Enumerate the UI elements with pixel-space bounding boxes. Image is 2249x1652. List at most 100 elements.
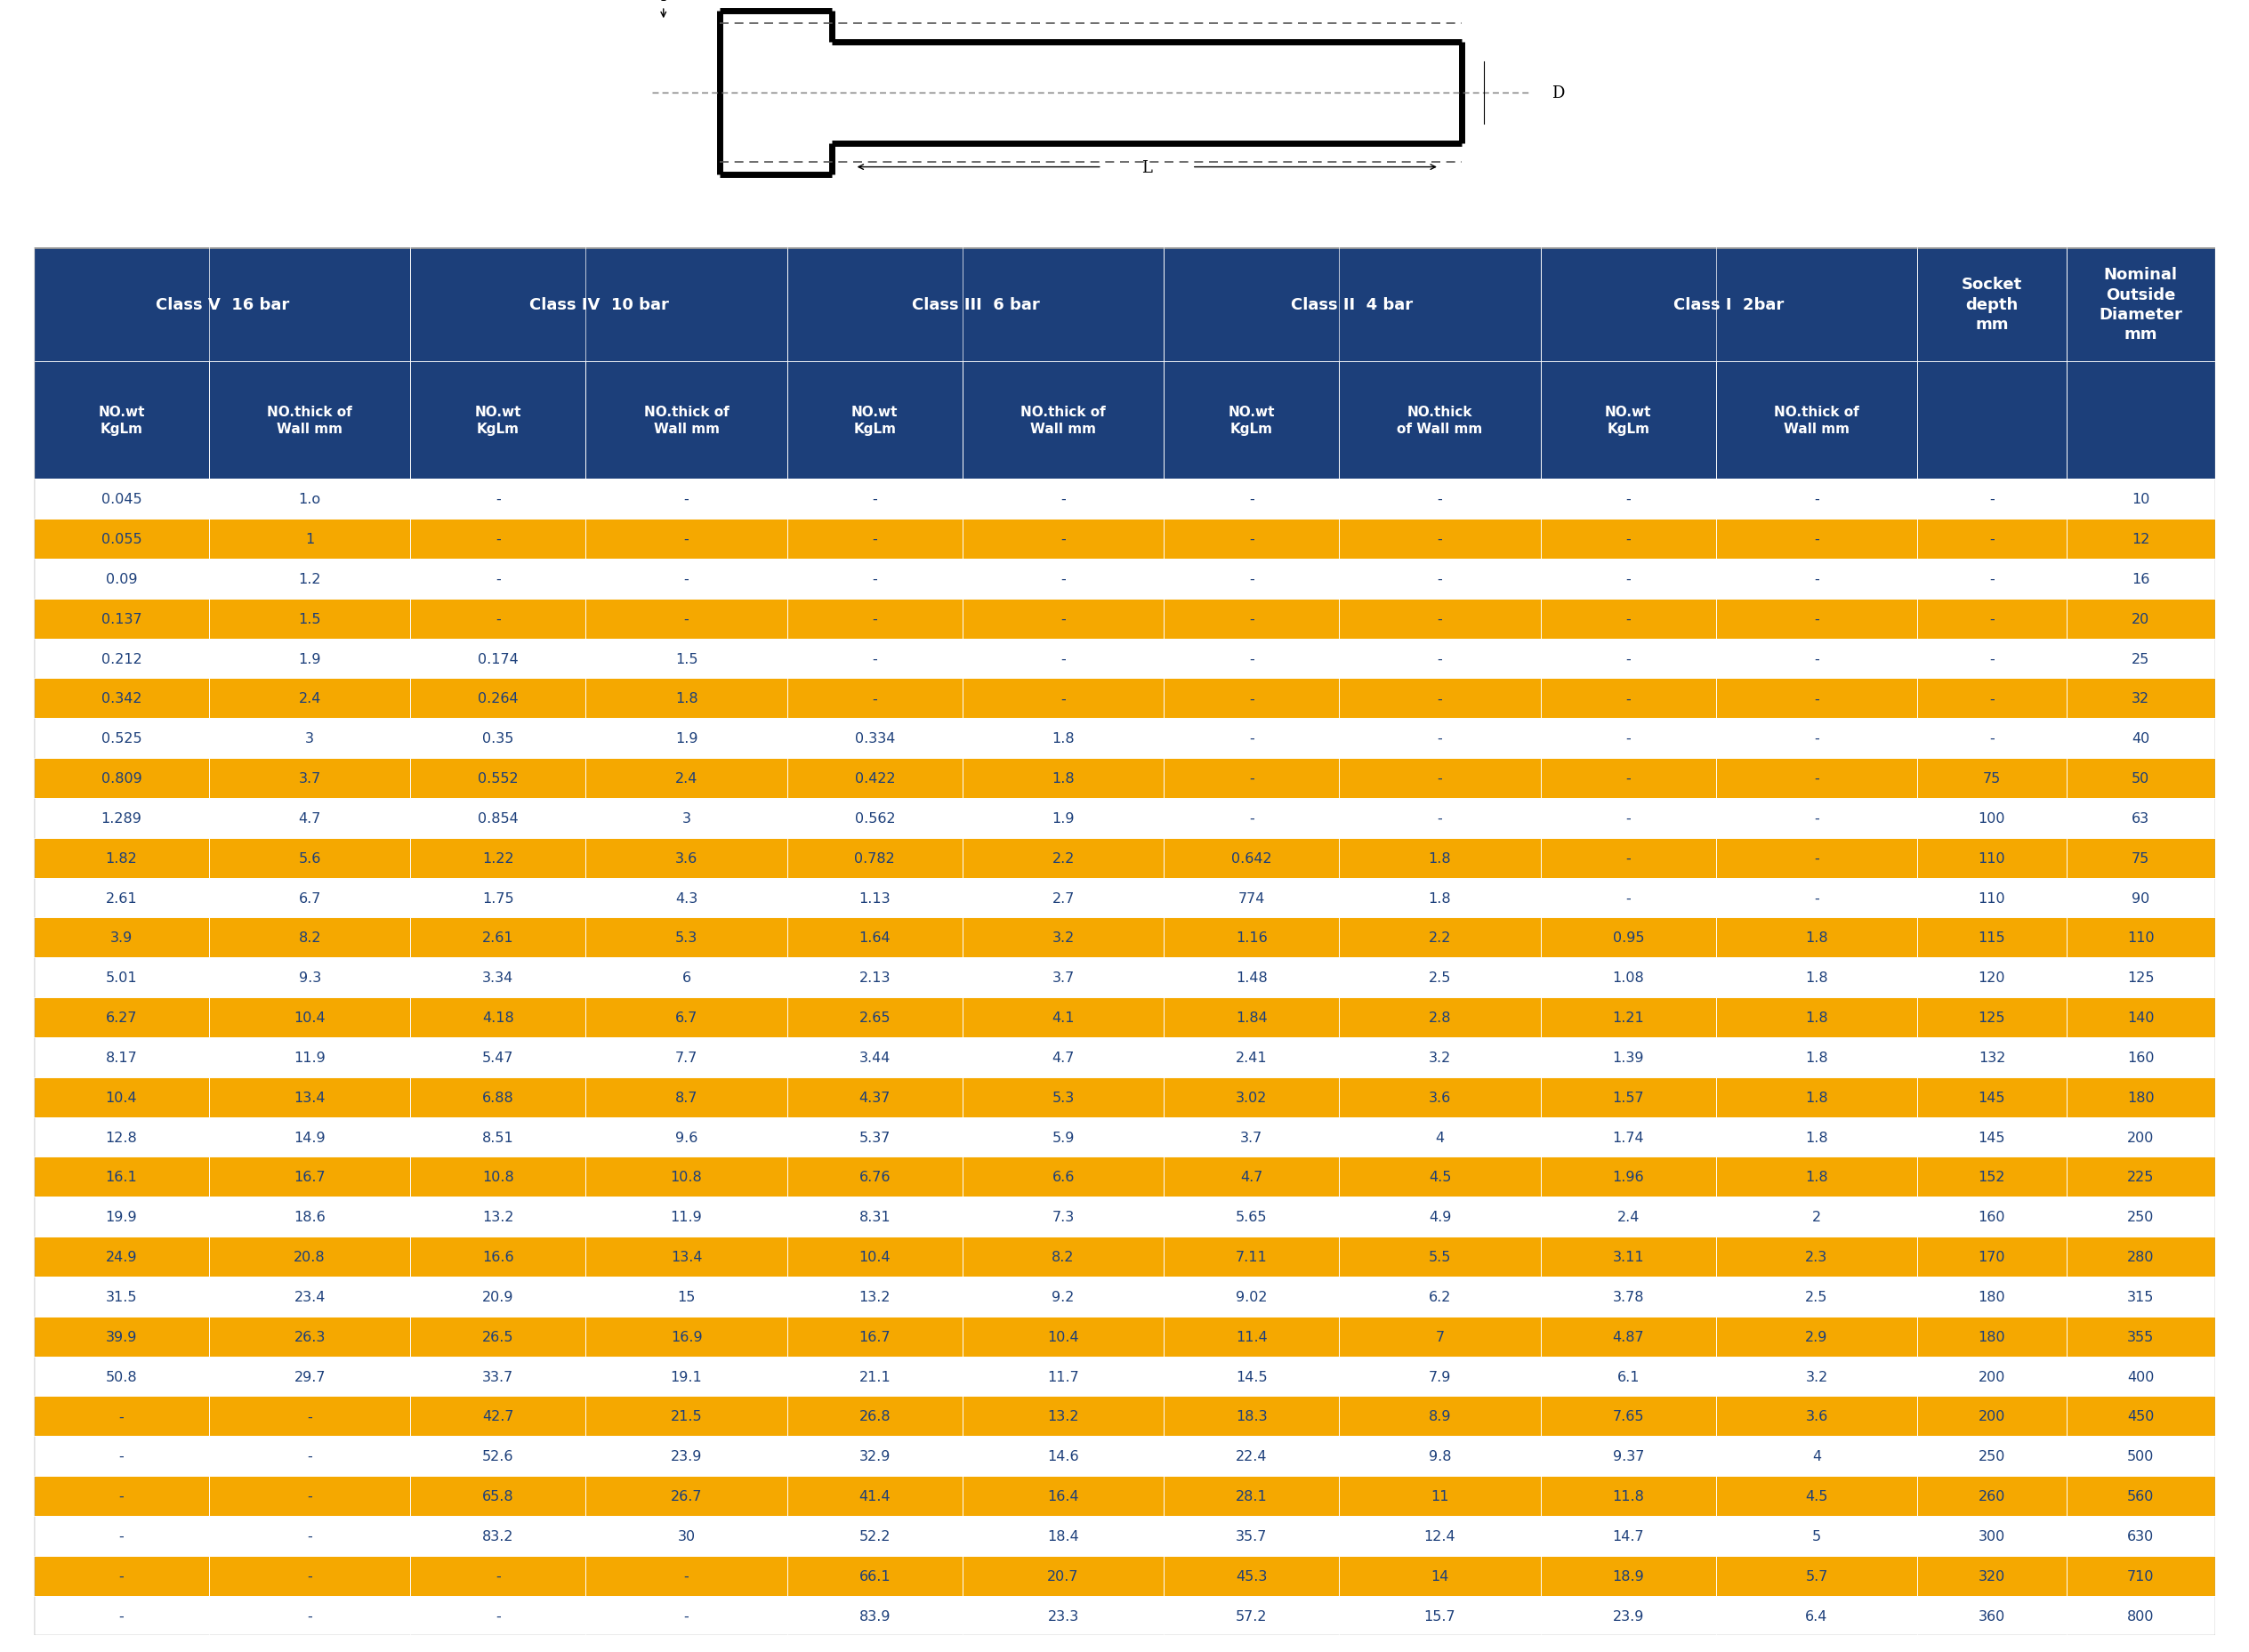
Bar: [1165, 838, 1338, 879]
Text: 2: 2: [1813, 1211, 1822, 1224]
Text: -: -: [495, 613, 502, 626]
Text: -: -: [308, 1490, 313, 1503]
Bar: [787, 1317, 963, 1356]
Bar: [412, 362, 585, 479]
Bar: [2067, 1475, 2215, 1517]
Bar: [34, 838, 209, 879]
Text: 6.1: 6.1: [1617, 1370, 1640, 1383]
Text: 180: 180: [1979, 1290, 2006, 1303]
Text: Class V  16 bar: Class V 16 bar: [155, 297, 288, 312]
Bar: [1541, 560, 1716, 600]
Bar: [787, 1277, 963, 1317]
Bar: [585, 838, 787, 879]
Text: -: -: [1248, 653, 1255, 666]
Bar: [585, 1396, 787, 1436]
Bar: [1716, 1556, 1918, 1596]
Bar: [963, 1475, 1165, 1517]
Bar: [34, 1317, 209, 1356]
Text: 16: 16: [2132, 573, 2150, 586]
Text: -: -: [1062, 613, 1066, 626]
Bar: [585, 1436, 787, 1475]
Text: NO.thick of
Wall mm: NO.thick of Wall mm: [1021, 406, 1107, 436]
Bar: [2067, 1277, 2215, 1317]
Text: 3: 3: [306, 732, 315, 745]
Text: 29.7: 29.7: [295, 1370, 326, 1383]
Text: 5.7: 5.7: [1806, 1569, 1828, 1583]
Text: 1.64: 1.64: [859, 932, 891, 945]
Text: 132: 132: [1979, 1051, 2006, 1064]
Bar: [585, 519, 787, 560]
Bar: [34, 1037, 209, 1077]
Text: 225: 225: [2128, 1170, 2155, 1184]
Bar: [1541, 758, 1716, 798]
Bar: [34, 560, 209, 600]
Bar: [585, 639, 787, 679]
Bar: [963, 1198, 1165, 1237]
Text: 13.4: 13.4: [670, 1251, 702, 1264]
Text: 152: 152: [1979, 1170, 2006, 1184]
Text: 5.3: 5.3: [675, 932, 697, 945]
Bar: [209, 1517, 412, 1556]
Text: -: -: [1626, 532, 1631, 547]
Text: 2.3: 2.3: [1806, 1251, 1828, 1264]
Bar: [1716, 798, 1918, 838]
Bar: [1165, 1037, 1338, 1077]
Text: 1.16: 1.16: [1235, 932, 1268, 945]
Text: 5.5: 5.5: [1428, 1251, 1451, 1264]
Text: -: -: [119, 1409, 124, 1422]
Text: -: -: [308, 1409, 313, 1422]
Bar: [1338, 958, 1541, 998]
Bar: [963, 919, 1165, 958]
Text: Class I  2bar: Class I 2bar: [1673, 297, 1783, 312]
Bar: [1338, 719, 1541, 758]
Text: 7: 7: [1435, 1330, 1444, 1343]
Text: 11.7: 11.7: [1048, 1370, 1080, 1383]
Text: 8.17: 8.17: [106, 1051, 137, 1064]
Bar: [963, 679, 1165, 719]
Bar: [1338, 1356, 1541, 1396]
Text: -: -: [1437, 492, 1442, 506]
Bar: [963, 1556, 1165, 1596]
Bar: [1918, 1356, 2067, 1396]
Bar: [34, 362, 209, 479]
Bar: [1338, 919, 1541, 958]
Bar: [1165, 679, 1338, 719]
Text: 22.4: 22.4: [1235, 1449, 1268, 1462]
Text: 14: 14: [1430, 1569, 1448, 1583]
Text: -: -: [684, 1569, 688, 1583]
Bar: [1338, 519, 1541, 560]
Bar: [1541, 798, 1716, 838]
Bar: [1918, 679, 2067, 719]
Text: -: -: [1437, 653, 1442, 666]
Bar: [412, 879, 585, 919]
Bar: [963, 519, 1165, 560]
Bar: [585, 600, 787, 639]
Bar: [1716, 958, 1918, 998]
Bar: [1918, 1475, 2067, 1517]
Text: 3.2: 3.2: [1806, 1370, 1828, 1383]
Text: 3.44: 3.44: [859, 1051, 891, 1064]
Bar: [1918, 838, 2067, 879]
Text: 20.8: 20.8: [295, 1251, 326, 1264]
Text: 23.3: 23.3: [1048, 1609, 1080, 1622]
Text: 4.87: 4.87: [1613, 1330, 1644, 1343]
Bar: [34, 519, 209, 560]
Bar: [2067, 479, 2215, 519]
Text: 50: 50: [2132, 771, 2150, 785]
Text: 14.9: 14.9: [295, 1130, 326, 1143]
Bar: [1918, 1037, 2067, 1077]
Bar: [787, 1475, 963, 1517]
Bar: [1918, 1396, 2067, 1436]
Bar: [963, 362, 1165, 479]
Bar: [1165, 479, 1338, 519]
Text: 3.7: 3.7: [1053, 971, 1075, 985]
Bar: [1918, 1556, 2067, 1596]
Bar: [209, 1198, 412, 1237]
Text: 1.22: 1.22: [481, 851, 515, 866]
Text: 10.4: 10.4: [859, 1251, 891, 1264]
Text: 42.7: 42.7: [481, 1409, 513, 1422]
Text: 5.01: 5.01: [106, 971, 137, 985]
Bar: [1338, 1117, 1541, 1156]
Text: 200: 200: [1979, 1370, 2006, 1383]
Text: 16.4: 16.4: [1048, 1490, 1080, 1503]
